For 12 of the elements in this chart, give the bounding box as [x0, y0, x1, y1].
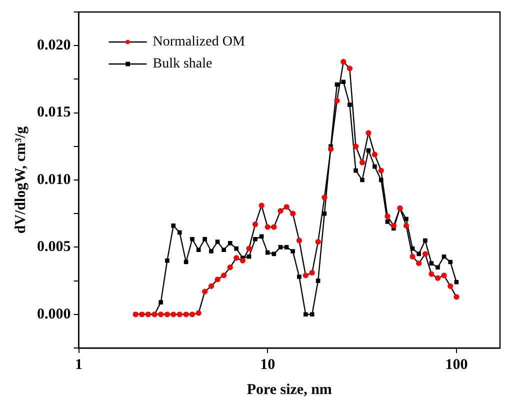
y-axis-title: dV/dlogW, cm³/g — [12, 126, 29, 234]
legend-label: Bulk shale — [152, 56, 212, 72]
y-tick-label: 0.005 — [37, 239, 71, 256]
text: 0.000 — [37, 306, 71, 322]
y-tick-label: 0.020 — [37, 37, 71, 54]
x-tick-label: 1 — [75, 356, 82, 373]
y-tick-label: 0.010 — [37, 172, 71, 188]
x-tick-label: 10 — [260, 356, 276, 373]
x-tick-label: 100 — [445, 356, 468, 373]
legend-label: Normalized OM — [152, 34, 246, 50]
x-axis-title: Pore size, nm — [246, 382, 332, 398]
y-tick-label: 0.015 — [37, 104, 71, 121]
